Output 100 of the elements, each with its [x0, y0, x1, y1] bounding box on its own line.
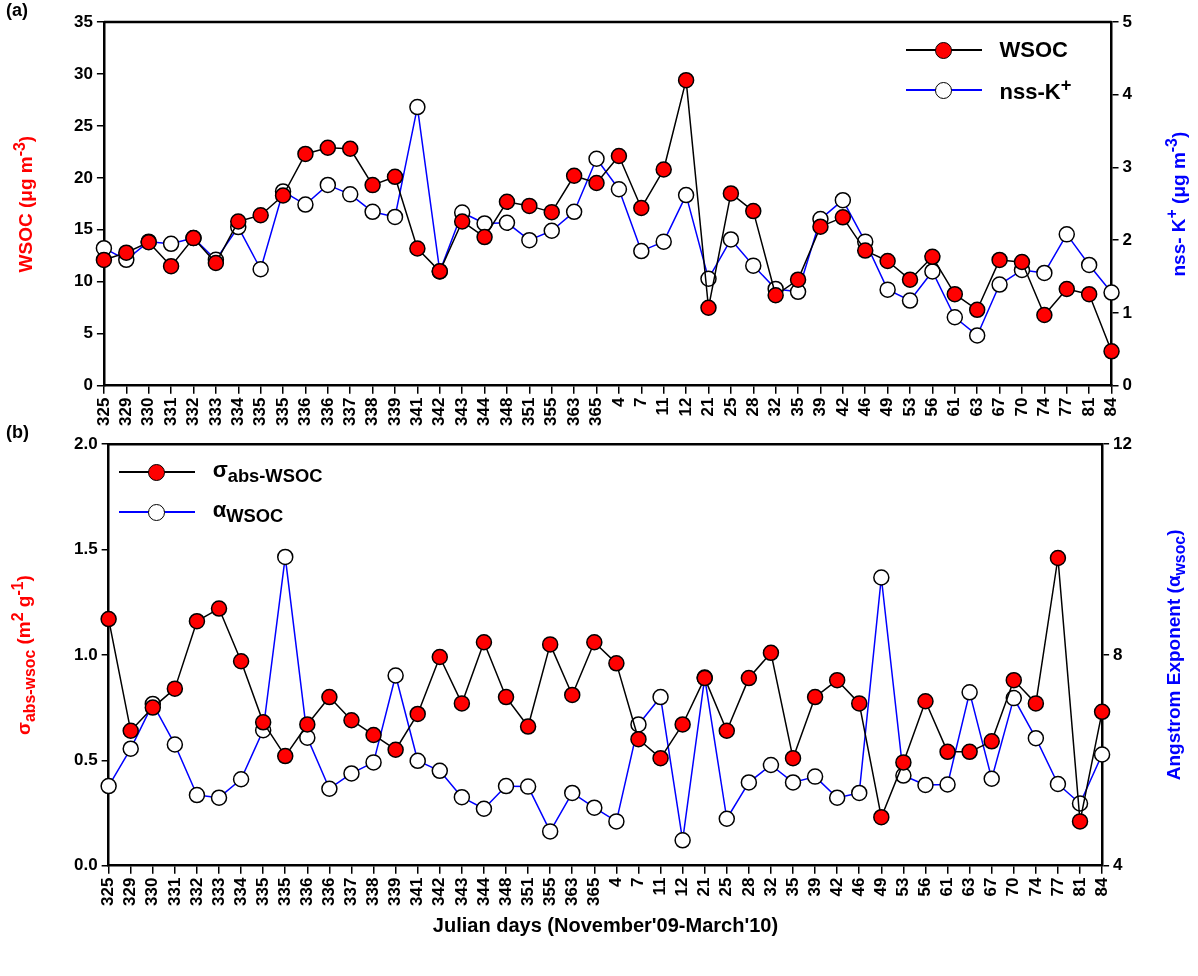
y2-tick-label: 8: [1113, 644, 1123, 664]
chart-title: (a): [6, 0, 28, 21]
x-tick-label: 333: [205, 397, 225, 427]
y-tick-label: 1.0: [73, 644, 98, 664]
x-tick-label: 11: [653, 397, 673, 416]
x-tick-label: 336: [297, 877, 317, 907]
x-tick-label: 335: [252, 877, 272, 907]
x-tick-label: 11: [650, 877, 670, 896]
y2-tick-label: 0: [1122, 375, 1133, 395]
x-tick-label: 336: [295, 397, 315, 427]
y2-tick-label: 2: [1122, 229, 1133, 249]
x-tick-label: 332: [183, 397, 203, 427]
x-tick-label: 335: [274, 877, 294, 907]
x-tick-label: 81: [1069, 877, 1089, 897]
x-tick-label: 343: [451, 397, 471, 427]
x-tick-label: 331: [164, 877, 184, 907]
y-tick-label: 2.0: [73, 433, 98, 453]
x-tick-label: 49: [871, 877, 891, 897]
x-tick-label: 341: [407, 877, 427, 907]
x-tick-label: 28: [742, 397, 762, 417]
y-tick-label: 20: [73, 167, 93, 187]
y-tick-label: 30: [73, 63, 93, 83]
y-tick-label: 1.5: [73, 539, 98, 559]
x-tick-label: 332: [186, 877, 206, 907]
x-tick-label: 335: [250, 397, 270, 427]
x-tick-label: 35: [782, 877, 802, 897]
x-tick-label: 63: [959, 877, 979, 897]
x-tick-label: 348: [496, 397, 516, 427]
x-tick-label: 7: [631, 397, 650, 408]
x-tick-label: 330: [142, 877, 162, 907]
x-tick-label: 339: [384, 397, 404, 427]
x-tick-label: 330: [138, 397, 158, 427]
x-tick-label: 74: [1034, 397, 1054, 417]
x-tick-label: 344: [474, 397, 494, 427]
x-tick-label: 84: [1101, 397, 1121, 417]
x-tick-label: 337: [339, 397, 359, 427]
x-axis-title: Julian days (November'09-March'10): [432, 914, 779, 937]
x-tick-label: 365: [584, 877, 604, 907]
x-tick-label: 84: [1091, 877, 1111, 897]
y-tick-label: 25: [73, 115, 93, 135]
x-tick-label: 32: [765, 397, 785, 417]
x-tick-label: 363: [561, 877, 581, 907]
x-tick-label: 25: [716, 877, 736, 897]
x-tick-label: 344: [473, 877, 493, 907]
x-tick-label: 39: [810, 397, 830, 417]
x-tick-label: 4: [606, 877, 626, 888]
y2-tick-label: 4: [1122, 84, 1133, 104]
x-tick-label: 334: [227, 397, 247, 427]
x-tick-label: 70: [1003, 877, 1023, 897]
x-tick-label: 21: [694, 877, 714, 897]
x-tick-label: 42: [832, 397, 852, 417]
y-tick-label: 35: [73, 11, 93, 31]
x-tick-label: 49: [877, 397, 897, 417]
x-tick-label: 4: [608, 397, 628, 408]
x-tick-label: 337: [341, 877, 361, 907]
y-tick-label: 10: [73, 271, 93, 291]
x-tick-label: 329: [115, 397, 135, 427]
x-tick-label: 63: [966, 397, 986, 417]
x-tick-label: 21: [698, 397, 718, 417]
x-tick-label: 339: [385, 877, 405, 907]
x-tick-label: 12: [672, 877, 692, 897]
y-tick-label: 0.0: [73, 855, 98, 875]
x-tick-label: 67: [989, 397, 1009, 417]
x-tick-label: 56: [922, 397, 942, 417]
x-tick-label: 77: [1056, 397, 1076, 417]
x-tick-label: 61: [937, 877, 957, 897]
x-tick-label: 329: [120, 877, 140, 907]
x-tick-label: 53: [893, 877, 913, 897]
y-tick-label: 0: [83, 375, 93, 395]
x-tick-label: 331: [160, 397, 180, 427]
x-tick-label: 336: [317, 397, 337, 427]
x-tick-label: 343: [451, 877, 471, 907]
x-tick-label: 42: [826, 877, 846, 897]
y-tick-label: 5: [83, 323, 93, 343]
legend-label: σ$_{abs-WSOC}$: [212, 456, 323, 488]
x-tick-label: 334: [230, 877, 250, 907]
legend-label: α$_{WSOC}$: [212, 496, 284, 528]
x-tick-label: 342: [429, 877, 449, 907]
x-tick-label: 351: [517, 877, 537, 907]
x-tick-label: 333: [208, 877, 228, 907]
x-tick-label: 25: [720, 397, 740, 417]
x-tick-label: 28: [738, 877, 758, 897]
chart-title: (b): [6, 422, 29, 444]
y-tick-label: 0.5: [73, 749, 98, 769]
x-tick-label: 335: [272, 397, 292, 427]
x-tick-label: 325: [93, 397, 113, 427]
x-tick-label: 46: [854, 397, 874, 417]
x-tick-label: 35: [787, 397, 807, 417]
y2-tick-label: 5: [1122, 11, 1133, 31]
x-tick-label: 12: [675, 397, 695, 417]
x-tick-label: 56: [915, 877, 935, 897]
x-tick-label: 67: [981, 877, 1001, 897]
legend-label: nss-K$^{+}$: [999, 74, 1072, 106]
x-tick-label: 342: [429, 397, 449, 427]
x-tick-label: 338: [362, 397, 382, 427]
x-tick-label: 363: [563, 397, 583, 427]
x-tick-label: 61: [944, 397, 964, 417]
y2-tick-label: 3: [1122, 157, 1133, 177]
x-tick-label: 338: [363, 877, 383, 907]
x-tick-label: 336: [319, 877, 339, 907]
